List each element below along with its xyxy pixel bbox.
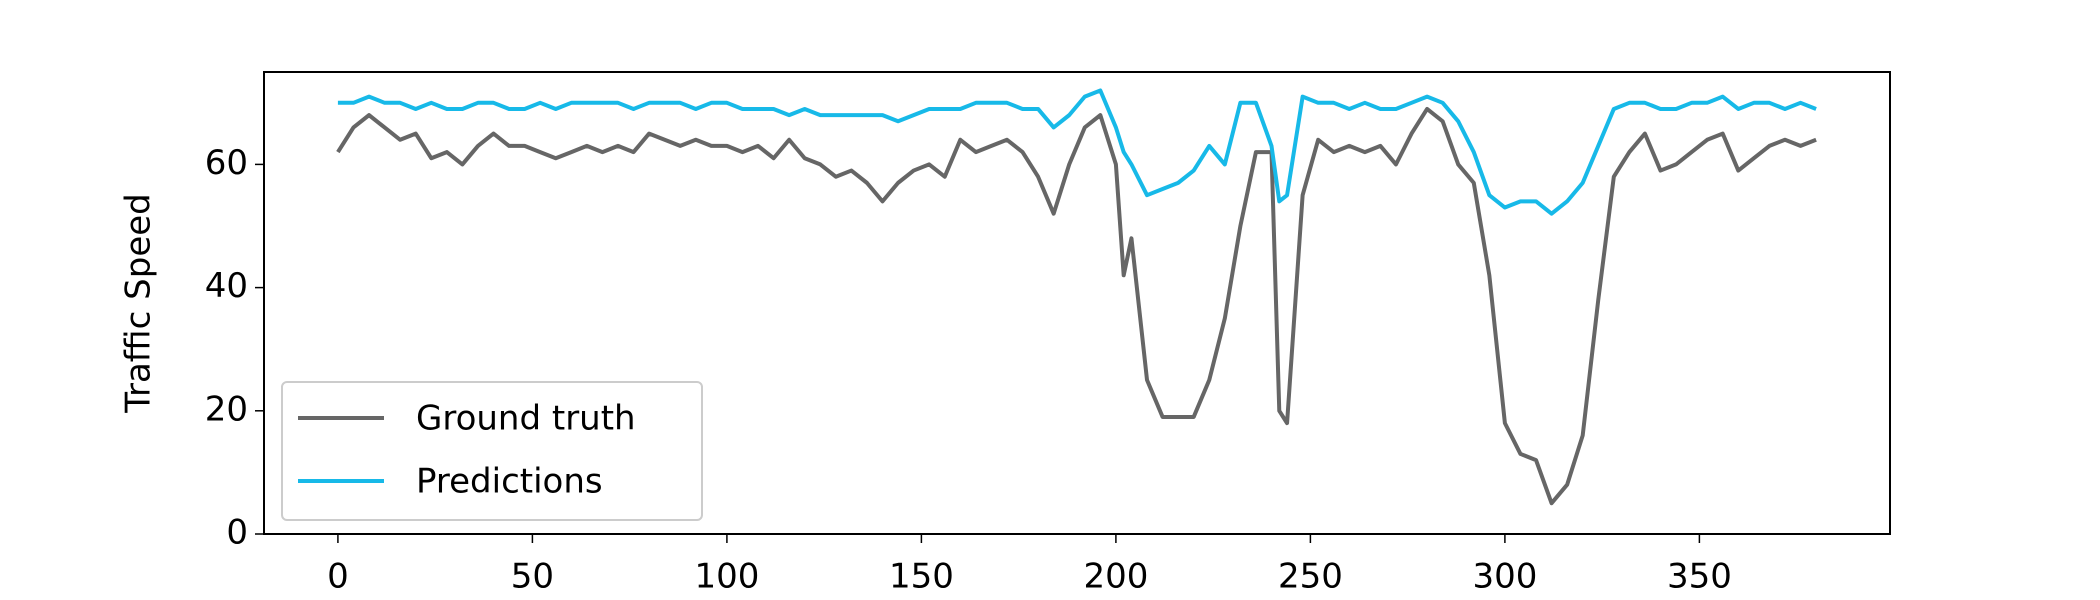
y-tick-label: 60 (205, 143, 248, 183)
y-axis-label: Traffic Speed (119, 193, 159, 414)
x-tick-label: 50 (511, 557, 554, 597)
line-series (336, 106, 1817, 506)
x-tick-label: 0 (327, 557, 349, 597)
legend-label: Ground truth (416, 399, 636, 439)
y-tick-label: 40 (205, 266, 248, 306)
x-tick-label: 200 (1083, 557, 1148, 597)
x-tick-label: 250 (1278, 557, 1343, 597)
line-series (337, 88, 1817, 216)
x-tick-label: 100 (694, 557, 759, 597)
legend-box (281, 381, 703, 521)
legend-label: Predictions (416, 462, 603, 502)
x-tick-label: 350 (1667, 557, 1732, 597)
x-tick-label: 150 (889, 557, 954, 597)
y-tick-label: 20 (205, 389, 248, 429)
x-tick-label: 300 (1472, 557, 1537, 597)
plot-frame (263, 71, 1891, 535)
y-tick-label: 0 (226, 513, 248, 553)
